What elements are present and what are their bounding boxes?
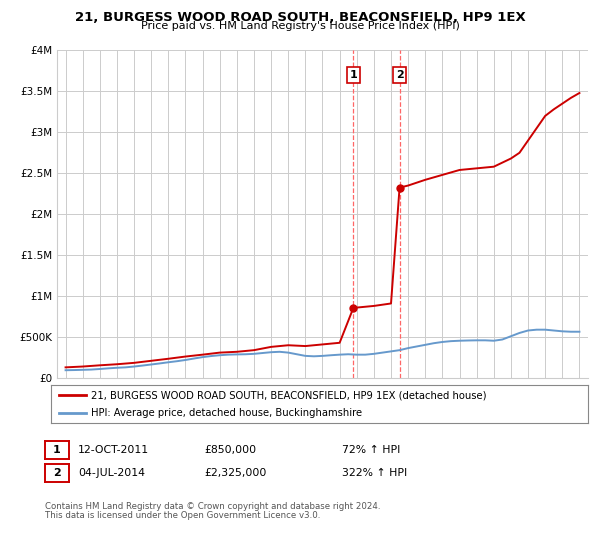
Text: 2: 2: [53, 468, 61, 478]
Text: 21, BURGESS WOOD ROAD SOUTH, BEACONSFIELD, HP9 1EX: 21, BURGESS WOOD ROAD SOUTH, BEACONSFIEL…: [74, 11, 526, 24]
Text: 72% ↑ HPI: 72% ↑ HPI: [342, 445, 400, 455]
Text: £2,325,000: £2,325,000: [204, 468, 266, 478]
Text: £850,000: £850,000: [204, 445, 256, 455]
Text: 1: 1: [349, 70, 357, 80]
Text: HPI: Average price, detached house, Buckinghamshire: HPI: Average price, detached house, Buck…: [91, 408, 362, 418]
Text: 04-JUL-2014: 04-JUL-2014: [78, 468, 145, 478]
Text: 2: 2: [396, 70, 403, 80]
Text: 12-OCT-2011: 12-OCT-2011: [78, 445, 149, 455]
Text: 21, BURGESS WOOD ROAD SOUTH, BEACONSFIELD, HP9 1EX (detached house): 21, BURGESS WOOD ROAD SOUTH, BEACONSFIEL…: [91, 390, 487, 400]
Text: Price paid vs. HM Land Registry's House Price Index (HPI): Price paid vs. HM Land Registry's House …: [140, 21, 460, 31]
Text: 322% ↑ HPI: 322% ↑ HPI: [342, 468, 407, 478]
Text: This data is licensed under the Open Government Licence v3.0.: This data is licensed under the Open Gov…: [45, 511, 320, 520]
Text: 1: 1: [53, 445, 61, 455]
Text: Contains HM Land Registry data © Crown copyright and database right 2024.: Contains HM Land Registry data © Crown c…: [45, 502, 380, 511]
